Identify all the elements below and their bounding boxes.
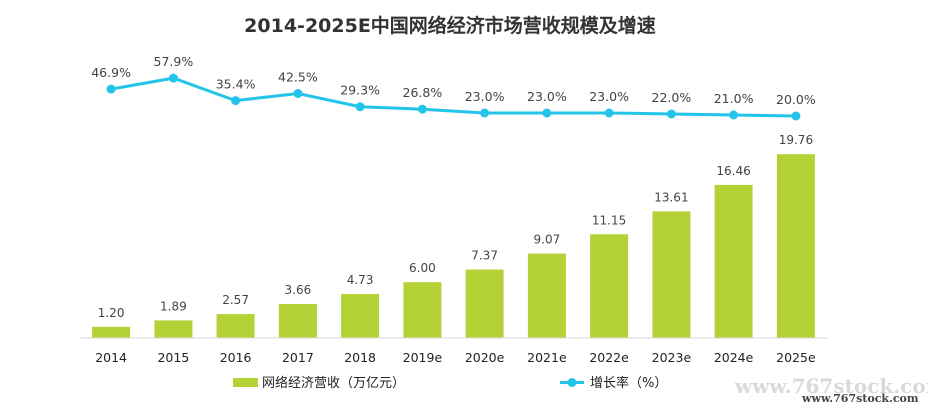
bar-value-label: 6.00: [409, 261, 436, 275]
rate-point: [542, 108, 552, 118]
rate-value-label: 21.0%: [714, 91, 754, 106]
rate-value-label: 23.0%: [589, 89, 629, 104]
x-tick-label: 2020e: [465, 350, 505, 365]
bar-value-label: 16.46: [716, 164, 750, 178]
legend-bar-swatch: [233, 378, 258, 387]
rate-value-label: 29.3%: [340, 83, 380, 98]
rate-point: [293, 89, 303, 98]
x-tick-label: 2022e: [589, 350, 629, 365]
x-tick-label: 2019e: [403, 350, 443, 365]
x-tick-label: 2024e: [714, 350, 754, 365]
x-tick-label: 2016: [220, 350, 252, 365]
x-tick-label: 2018: [344, 350, 376, 365]
watermark-large: www.767stock.com: [734, 374, 928, 398]
bar-value-label: 4.73: [347, 273, 374, 287]
rate-point: [791, 111, 801, 121]
rate-value-label: 42.5%: [278, 70, 318, 85]
rate-point: [168, 73, 178, 83]
bar-value-labels: 1.20 1.89 2.57 3.66 4.73 6.00 7.37 9.07 11.15 13.…: [98, 133, 813, 320]
rate-value-label: 57.9%: [154, 54, 194, 69]
x-tick-label: 2025e: [776, 350, 816, 365]
bar: [465, 269, 504, 338]
rate-point: [106, 84, 116, 94]
bar: [341, 294, 380, 338]
bar: [403, 282, 442, 338]
rate-value-label: 22.0%: [652, 90, 692, 105]
bar-value-label: 11.15: [592, 213, 626, 227]
rate-value-label: 46.9%: [91, 65, 131, 80]
bar-value-label: 13.61: [654, 190, 688, 204]
bar-series: [92, 154, 815, 338]
bar: [278, 304, 317, 338]
x-tick-label: 2015: [157, 350, 189, 365]
bar-value-label: 2.57: [222, 293, 249, 307]
rate-point: [231, 96, 241, 106]
bar: [652, 211, 691, 338]
growth-rate-labels: 46.9% 57.9% 35.4% 42.5% 29.3% 26.8% 23.0% 23.0%…: [91, 54, 816, 107]
x-tick-label: 2014: [95, 350, 127, 365]
rate-value-label: 35.4%: [216, 77, 256, 92]
bar-value-label: 1.89: [160, 299, 187, 313]
chart-title: 2014-2025E中国网络经济市场营收规模及增速: [244, 14, 656, 37]
legend: 网络经济营收（万亿元） 增长率（%）: [233, 375, 667, 391]
rate-point: [604, 108, 614, 118]
growth-rate-points: [106, 73, 801, 121]
watermark-small: www.767stock.com: [801, 392, 919, 405]
x-tick-label: 2017: [282, 350, 314, 365]
x-tick-label: 2023e: [652, 350, 692, 365]
rate-value-label: 26.8%: [403, 85, 443, 100]
bar: [714, 184, 753, 338]
x-tick-labels: 2014 2015 2016 2017 2018 2019e 2020e 2021e 2022e…: [95, 350, 816, 365]
rate-point: [666, 109, 676, 119]
bar-value-label: 19.76: [779, 133, 813, 147]
bar-value-label: 1.20: [98, 306, 125, 320]
rate-value-label: 23.0%: [527, 89, 567, 104]
bar: [776, 154, 815, 338]
rate-point: [417, 104, 427, 114]
bar-value-label: 3.66: [285, 283, 312, 297]
rate-value-label: 20.0%: [776, 92, 816, 107]
legend-line-marker: [567, 378, 577, 387]
rate-point: [480, 108, 490, 118]
bar-value-label: 9.07: [534, 233, 561, 247]
legend-line-label: 增长率（%）: [590, 375, 667, 391]
bar-value-label: 7.37: [471, 249, 498, 263]
rate-point: [729, 110, 739, 120]
x-tick-label: 2021e: [527, 350, 567, 365]
bar: [92, 326, 131, 338]
growth-rate-line: [110, 76, 796, 118]
bar: [154, 320, 193, 338]
bar: [216, 314, 255, 338]
bar: [590, 234, 629, 338]
rate-point: [355, 102, 365, 112]
rate-value-label: 23.0%: [465, 89, 505, 104]
bar: [527, 253, 566, 338]
legend-bar-label: 网络经济营收（万亿元）: [262, 375, 405, 391]
